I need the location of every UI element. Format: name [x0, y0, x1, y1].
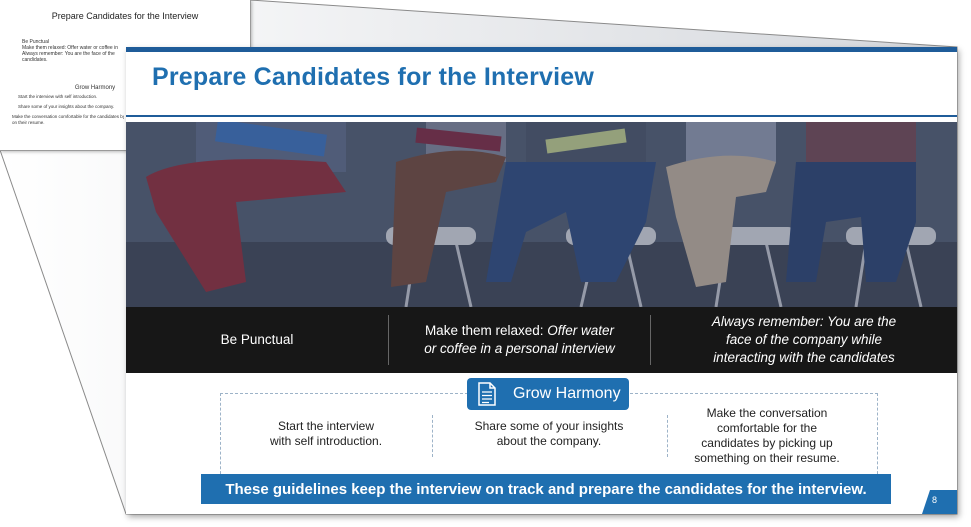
band-divider [388, 315, 389, 365]
harmony-point-insights: Share some of your insights about the co… [456, 419, 642, 449]
tip-text-block: Make them relaxed: Offer water or coffee… [424, 322, 615, 358]
notes-line: Share some of your insights about the co… [18, 104, 115, 109]
harmony-point-introduction: Start the interview with self introducti… [241, 419, 411, 449]
notes-bullet: candidates. [22, 57, 48, 63]
tip-text: interacting with the candidates [713, 350, 895, 365]
grow-harmony-header: Grow Harmony [467, 378, 629, 410]
page-number: 8 [932, 495, 938, 505]
harmony-divider [432, 415, 433, 457]
notes-page-title: Prepare Candidates for the Interview [51, 11, 199, 21]
notes-line: Start the interview with self introducti… [18, 94, 98, 99]
candidates-waiting-photo [126, 122, 957, 307]
tip-text: Always remember: You are the [711, 314, 897, 329]
tip-be-punctual: Be Punctual [126, 307, 388, 373]
tips-band: Be Punctual Make them relaxed: Offer wat… [126, 307, 957, 373]
notes-heading: Grow Harmony [74, 85, 116, 91]
footer-banner: These guidelines keep the interview on t… [201, 474, 891, 504]
harmony-text: Start the interview [277, 419, 375, 433]
notes-bullet: Make them relaxed: Offer water or coffee… [22, 45, 132, 51]
grow-harmony-label: Grow Harmony [513, 385, 621, 402]
harmony-text: Make the conversation [706, 406, 828, 420]
tip-text: face of the company while [725, 332, 883, 347]
slide-title: Prepare Candidates for the Interview [152, 63, 595, 91]
photo-illustration [126, 122, 957, 307]
harmony-text: about the company. [496, 434, 602, 448]
notes-bullet: Always remember: You are the face of the [22, 51, 132, 57]
document-icon [478, 382, 496, 406]
harmony-text: with self introduction. [269, 434, 383, 448]
tip-text: Make them relaxed: [424, 323, 548, 338]
harmony-text: candidates by picking up [701, 436, 833, 450]
page-number-badge [922, 490, 957, 514]
notes-line: Make the conversation comfortable for th… [12, 114, 124, 119]
tip-always-remember: Always remember: You are the face of the… [651, 307, 957, 373]
harmony-text: Share some of your insights [474, 419, 624, 433]
band-divider [650, 315, 651, 365]
notes-bullet-list: Be Punctual Make them relaxed: Offer wat… [14, 39, 132, 63]
tip-text-italic: or coffee in a personal interview [424, 341, 615, 356]
notes-line: on their resume. [12, 120, 45, 125]
notes-bullet: Be Punctual [22, 39, 132, 45]
tip-make-them-relaxed: Make them relaxed: Offer water or coffee… [389, 307, 650, 373]
harmony-divider [667, 415, 668, 457]
harmony-text: comfortable for the [716, 421, 818, 435]
harmony-text: something on their resume. [694, 451, 840, 465]
title-rule [126, 115, 957, 117]
harmony-point-conversation: Make the conversation comfortable for th… [679, 406, 855, 466]
tip-text: Be Punctual [220, 332, 294, 347]
tip-text-block: Always remember: You are the face of the… [712, 313, 896, 367]
slide-top-bar [126, 47, 957, 52]
footer-text: These guidelines keep the interview on t… [225, 480, 867, 498]
tip-text-italic: Offer water [547, 323, 615, 338]
slide: Prepare Candidates for the Interview [126, 47, 957, 514]
